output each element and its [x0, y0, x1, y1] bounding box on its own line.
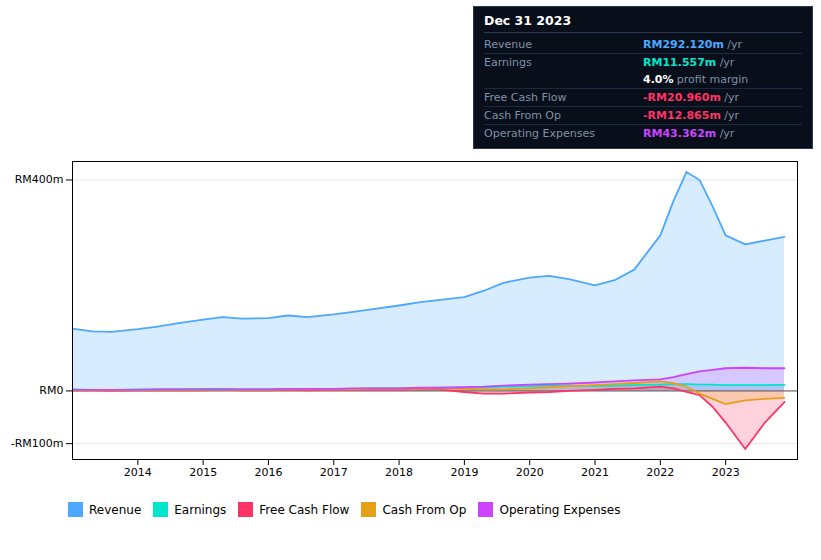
html-text:RM11.557m /yr: RM11.557m /yr	[643, 56, 735, 69]
svg-text:2021: 2021	[581, 466, 609, 479]
svg-text:-RM100m: -RM100m	[11, 437, 64, 450]
svg-text:2015: 2015	[189, 466, 217, 479]
html-text:Revenue: Revenue	[89, 502, 142, 517]
html-text:Cash From Op: Cash From Op	[382, 502, 467, 517]
html-text:4.0% profit margin: 4.0% profit margin	[643, 73, 749, 86]
svg-text:2014: 2014	[124, 466, 152, 479]
html-text:Earnings: Earnings	[484, 56, 532, 69]
html-text:Free Cash Flow: Free Cash Flow	[259, 502, 350, 517]
svg-text:2019: 2019	[450, 466, 478, 479]
svg-text:2022: 2022	[646, 466, 674, 479]
html-text:Operating Expenses: Operating Expenses	[499, 502, 621, 517]
html-text:Operating Expenses: Operating Expenses	[484, 127, 595, 140]
html-text:Revenue: Revenue	[484, 38, 532, 51]
html-text:-RM12.865m /yr: -RM12.865m /yr	[643, 109, 739, 122]
html-text:Free Cash Flow: Free Cash Flow	[484, 91, 567, 104]
html-text:Cash From Op: Cash From Op	[484, 109, 561, 122]
svg-text:2023: 2023	[712, 466, 740, 479]
html-text:RM43.362m /yr: RM43.362m /yr	[643, 127, 735, 140]
svg-text:2017: 2017	[320, 466, 348, 479]
svg-text:RM0: RM0	[39, 384, 63, 397]
html-text:RM292.120m /yr: RM292.120m /yr	[643, 38, 742, 51]
html-text:-RM20.960m /yr: -RM20.960m /yr	[643, 91, 739, 104]
svg-text:2018: 2018	[385, 466, 413, 479]
html-text:Dec 31 2023: Dec 31 2023	[484, 13, 572, 28]
svg-text:2016: 2016	[254, 466, 282, 479]
svg-text:2020: 2020	[516, 466, 544, 479]
html-text:Earnings: Earnings	[174, 502, 227, 517]
svg-text:RM400m: RM400m	[15, 173, 64, 186]
